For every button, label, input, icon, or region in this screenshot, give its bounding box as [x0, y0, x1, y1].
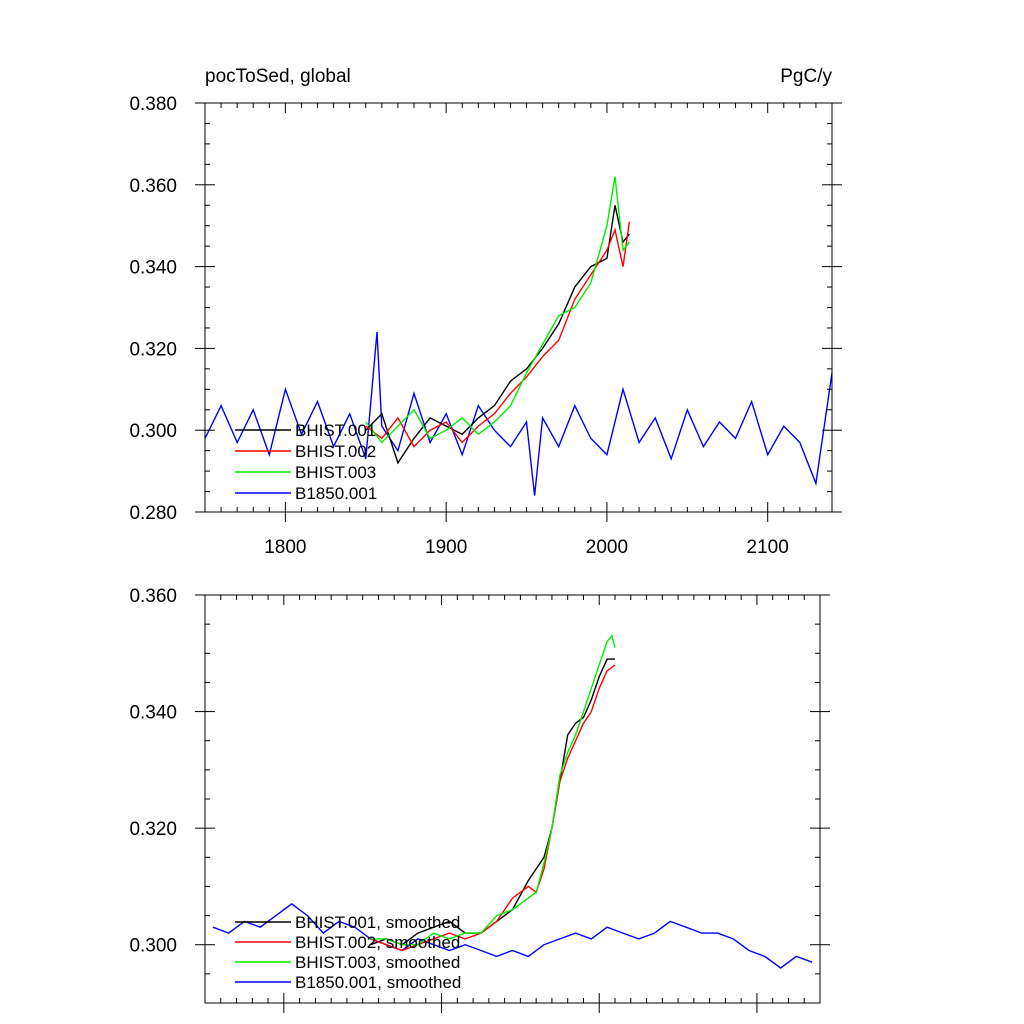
- legend-label: BHIST.003: [295, 463, 376, 482]
- series-line-1-1: [370, 658, 615, 946]
- y-tick-label: 0.360: [129, 176, 177, 197]
- bottom-chart-series: [212, 634, 813, 969]
- x-tick-label: 2000: [586, 537, 628, 558]
- series-line-1-0: [212, 903, 813, 969]
- legend-label: B1850.001, smoothed: [295, 973, 461, 992]
- y-tick-label: 0.340: [129, 258, 177, 279]
- bottom-chart-axes: 0.300 0.320 0.340 0.360: [129, 586, 830, 1013]
- legend-label: B1850.001: [295, 484, 377, 503]
- legend-label: BHIST.003, smoothed: [295, 953, 460, 972]
- top-chart-legend: BHIST.001 BHIST.002 BHIST.003 B1850.001: [235, 421, 377, 503]
- series-line-0-2: [365, 221, 631, 448]
- x-tick-label: 2100: [747, 537, 789, 558]
- top-chart-series: [204, 176, 833, 496]
- y-tick-label: 0.340: [129, 703, 177, 724]
- y-tick-label: 0.300: [129, 421, 177, 442]
- top-chart-axes: 1800 1900 2000 2100 0.280 0.300 0.320 0.340 0.36…: [129, 94, 842, 558]
- series-line-1-3: [370, 634, 616, 946]
- series-line-0-3: [365, 176, 630, 444]
- top-chart-units: PgC/y: [780, 66, 832, 87]
- y-tick-label: 0.320: [129, 339, 177, 360]
- y-tick-label: 0.280: [129, 503, 177, 524]
- legend-label: BHIST.002: [295, 442, 376, 461]
- y-tick-label: 0.320: [129, 819, 177, 840]
- legend-label: BHIST.001, smoothed: [295, 913, 460, 932]
- legend-label: BHIST.002, smoothed: [295, 933, 460, 952]
- top-chart-panel: pocToSed, global PgC/y 1800 1900 2000 2100 0…: [129, 66, 842, 558]
- bottom-chart-panel: 0.300 0.320 0.340 0.360 BHIST.001, smoothed…: [129, 586, 830, 1013]
- y-tick-label: 0.360: [129, 586, 177, 607]
- top-chart-title: pocToSed, global: [205, 66, 351, 87]
- legend-label: BHIST.001: [295, 421, 376, 440]
- series-line-1-2: [370, 664, 616, 952]
- y-tick-label: 0.380: [129, 94, 177, 115]
- y-tick-label: 0.300: [129, 936, 177, 957]
- x-tick-label: 1800: [264, 537, 306, 558]
- series-line-0-0: [204, 331, 833, 496]
- series-line-0-1: [365, 205, 630, 465]
- x-tick-label: 1900: [425, 537, 467, 558]
